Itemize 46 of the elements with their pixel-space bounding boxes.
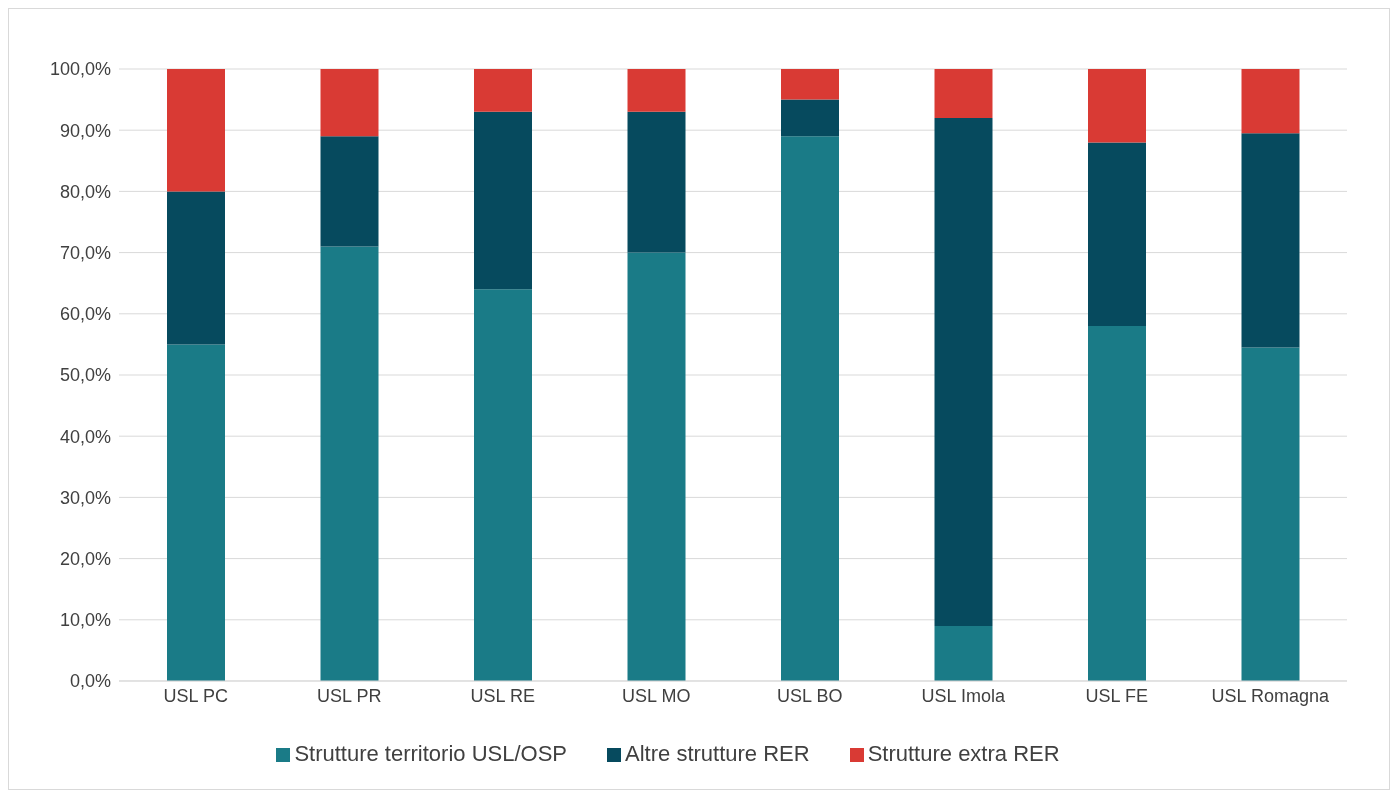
y-tick-label: 40,0%	[59, 426, 111, 447]
x-tick-label: USL PR	[317, 685, 382, 706]
bar	[1241, 69, 1300, 134]
legend-label: Altre strutture RER	[625, 741, 810, 766]
bar	[781, 99, 839, 137]
bar	[781, 69, 839, 100]
y-tick-label: 100,0%	[49, 59, 111, 80]
bar	[1088, 142, 1146, 327]
bar	[934, 69, 993, 118]
x-tick-label: USL FE	[1085, 685, 1148, 706]
y-tick-label: 60,0%	[59, 304, 111, 325]
bar	[1241, 347, 1300, 681]
bar	[934, 625, 993, 681]
bar	[167, 191, 225, 345]
bar	[627, 69, 686, 112]
y-tick-label: 0,0%	[69, 671, 111, 692]
x-tick-label: USL Imola	[921, 685, 1006, 706]
y-tick-label: 70,0%	[59, 242, 111, 263]
bar	[627, 111, 686, 253]
y-tick-label: 30,0%	[59, 487, 111, 508]
bar	[474, 111, 532, 290]
y-tick-label: 10,0%	[59, 610, 111, 631]
bar	[934, 117, 993, 626]
bar	[320, 136, 379, 247]
legend-label: Strutture extra RER	[867, 741, 1060, 766]
bar	[1088, 69, 1146, 143]
bar	[320, 246, 379, 681]
bar	[1241, 133, 1300, 348]
legend-label: Strutture territorio USL/OSP	[294, 741, 568, 766]
y-tick-label: 20,0%	[59, 548, 111, 569]
x-tick-label: USL BO	[777, 685, 843, 706]
bar	[474, 69, 532, 112]
bar	[320, 69, 379, 137]
bar	[1088, 326, 1146, 681]
bar	[474, 289, 532, 681]
x-tick-label: USL Romagna	[1211, 685, 1330, 706]
bar	[167, 344, 225, 681]
x-tick-label: USL PC	[163, 685, 228, 706]
x-tick-label: USL MO	[622, 685, 691, 706]
bar	[167, 69, 225, 192]
y-tick-label: 50,0%	[59, 365, 111, 386]
y-tick-label: 90,0%	[59, 120, 111, 141]
bar	[781, 136, 839, 681]
bar	[627, 252, 686, 681]
y-tick-label: 80,0%	[59, 181, 111, 202]
x-tick-label: USL RE	[470, 685, 535, 706]
